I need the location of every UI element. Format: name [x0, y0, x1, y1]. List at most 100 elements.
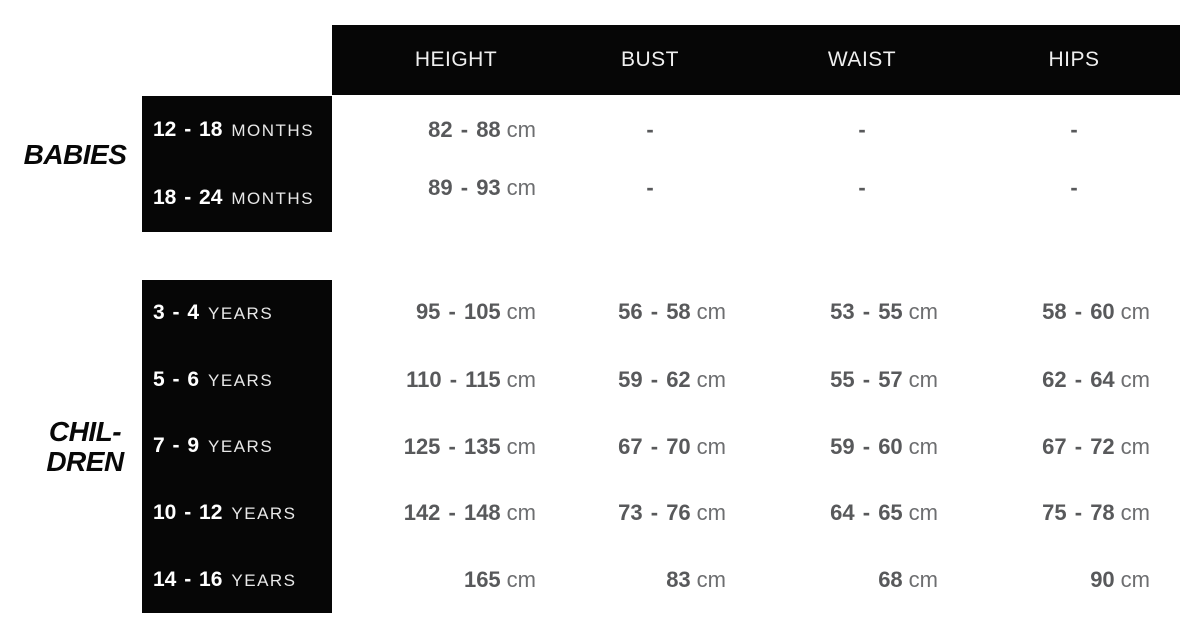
age-range: 12 - 18: [153, 118, 223, 141]
group-label-babies: BABIES: [0, 140, 150, 170]
measurement-unit: cm: [696, 299, 726, 324]
measurement-value: 59 - 60: [830, 434, 903, 459]
measurement-unit: cm: [506, 567, 536, 592]
age-range: 5 - 6: [153, 367, 200, 391]
age-row-7-9-years: 7 - 9 YEARS: [142, 434, 332, 458]
group-label-text-line1: CHIL-: [48, 416, 122, 447]
table-row-12-18-months: 82 - 88 cm - - -: [332, 115, 1180, 145]
table-row-5-6-years: 110 - 115 cm 59 - 62 cm 55 - 57 cm 62 - 64 c…: [332, 365, 1180, 395]
age-unit-label: YEARS: [231, 570, 297, 590]
age-row-18-24-months: 18 - 24 MONTHS: [142, 186, 332, 210]
group-label-text-line2: DREN: [46, 446, 124, 477]
measurement-value: 83: [666, 567, 691, 592]
measurement-value: 165: [463, 567, 501, 592]
waist-cell: -: [756, 117, 968, 143]
measurement-value: 67 - 70: [618, 434, 691, 459]
hips-cell: 90 cm: [968, 567, 1180, 593]
measurement-unit: cm: [506, 175, 536, 200]
measurement-unit: cm: [696, 567, 726, 592]
measurement-value: -: [1070, 117, 1078, 142]
table-row-18-24-months: 89 - 93 cm - - -: [332, 173, 1180, 203]
measurement-value: 89 - 93: [428, 175, 501, 200]
hips-cell: -: [968, 117, 1180, 143]
age-range: 7 - 9: [153, 434, 200, 458]
measurement-value: -: [858, 117, 866, 142]
measurement-value: -: [646, 175, 654, 200]
table-header: HEIGHT BUST WAIST HIPS: [332, 25, 1180, 95]
height-cell: 125 - 135 cm: [332, 434, 544, 460]
bust-cell: 56 - 58 cm: [544, 299, 756, 325]
hips-cell: -: [968, 175, 1180, 201]
height-cell: 82 - 88 cm: [332, 117, 544, 143]
waist-cell: 53 - 55 cm: [756, 299, 968, 325]
measurement-value: 73 - 76: [618, 500, 691, 525]
measurement-value: 125 - 135: [403, 434, 501, 459]
measurement-value: 53 - 55: [830, 299, 903, 324]
age-range: 18 - 24: [153, 186, 223, 209]
measurement-unit: cm: [908, 500, 938, 525]
measurement-unit: cm: [506, 367, 536, 392]
height-cell: 110 - 115 cm: [332, 367, 544, 393]
measurement-unit: cm: [908, 299, 938, 324]
measurement-unit: cm: [1120, 567, 1150, 592]
column-header-waist: WAIST: [827, 48, 897, 71]
measurement-unit: cm: [506, 299, 536, 324]
measurement-unit: cm: [1120, 367, 1150, 392]
measurement-value: 59 - 62: [618, 367, 691, 392]
column-header-hips: HIPS: [1048, 48, 1100, 71]
hips-cell: 62 - 64 cm: [968, 367, 1180, 393]
age-range: 3 - 4: [153, 301, 200, 325]
measurement-unit: cm: [1120, 500, 1150, 525]
height-cell: 142 - 148 cm: [332, 500, 544, 526]
measurement-value: 64 - 65: [830, 500, 903, 525]
measurement-value: 62 - 64: [1042, 367, 1115, 392]
measurement-value: 58 - 60: [1042, 299, 1115, 324]
measurement-unit: cm: [696, 434, 726, 459]
age-row-14-16-years: 14 - 16 YEARS: [142, 568, 332, 592]
measurement-value: 82 - 88: [428, 117, 501, 142]
age-unit-label: MONTHS: [231, 121, 315, 140]
measurement-unit: cm: [908, 434, 938, 459]
column-header-bust: BUST: [620, 48, 679, 71]
bust-cell: -: [544, 175, 756, 201]
children-age-box: 3 - 4 YEARS 5 - 6 YEARS 7 - 9 YEARS 10 -…: [142, 280, 332, 613]
bust-cell: 83 cm: [544, 567, 756, 593]
measurement-unit: cm: [506, 434, 536, 459]
measurement-value: 95 - 105: [415, 299, 501, 324]
measurement-unit: cm: [908, 367, 938, 392]
measurement-value: 75 - 78: [1042, 500, 1115, 525]
age-row-12-18-months: 12 - 18 MONTHS: [142, 118, 332, 142]
bust-cell: 67 - 70 cm: [544, 434, 756, 460]
age-unit-label: MONTHS: [231, 189, 315, 208]
waist-cell: 64 - 65 cm: [756, 500, 968, 526]
measurement-unit: cm: [1120, 299, 1150, 324]
measurement-value: 68: [878, 567, 903, 592]
table-row-3-4-years: 95 - 105 cm 56 - 58 cm 53 - 55 cm 58 - 60 cm: [332, 297, 1180, 327]
measurement-unit: cm: [908, 567, 938, 592]
waist-cell: 59 - 60 cm: [756, 434, 968, 460]
measurement-unit: cm: [506, 117, 536, 142]
bust-cell: 73 - 76 cm: [544, 500, 756, 526]
measurement-value: -: [1070, 175, 1078, 200]
table-row-14-16-years: 165 cm 83 cm 68 cm 90 cm: [332, 565, 1180, 595]
measurement-value: -: [858, 175, 866, 200]
measurement-value: 110 - 115: [406, 367, 501, 392]
bust-cell: -: [544, 117, 756, 143]
measurement-value: -: [646, 117, 654, 142]
measurement-value: 90: [1090, 567, 1115, 592]
table-row-10-12-years: 142 - 148 cm 73 - 76 cm 64 - 65 cm 75 - 78 c…: [332, 498, 1180, 528]
measurement-unit: cm: [506, 500, 536, 525]
bust-cell: 59 - 62 cm: [544, 367, 756, 393]
hips-cell: 58 - 60 cm: [968, 299, 1180, 325]
age-unit-label: YEARS: [208, 370, 274, 390]
height-cell: 165 cm: [332, 567, 544, 593]
height-cell: 95 - 105 cm: [332, 299, 544, 325]
measurement-value: 56 - 58: [618, 299, 691, 324]
age-row-5-6-years: 5 - 6 YEARS: [142, 368, 332, 392]
age-row-3-4-years: 3 - 4 YEARS: [142, 301, 332, 325]
measurement-value: 55 - 57: [830, 367, 903, 392]
column-header-height: HEIGHT: [414, 48, 498, 71]
age-unit-label: YEARS: [231, 504, 297, 524]
group-label-children: CHIL- DREN: [0, 417, 170, 477]
